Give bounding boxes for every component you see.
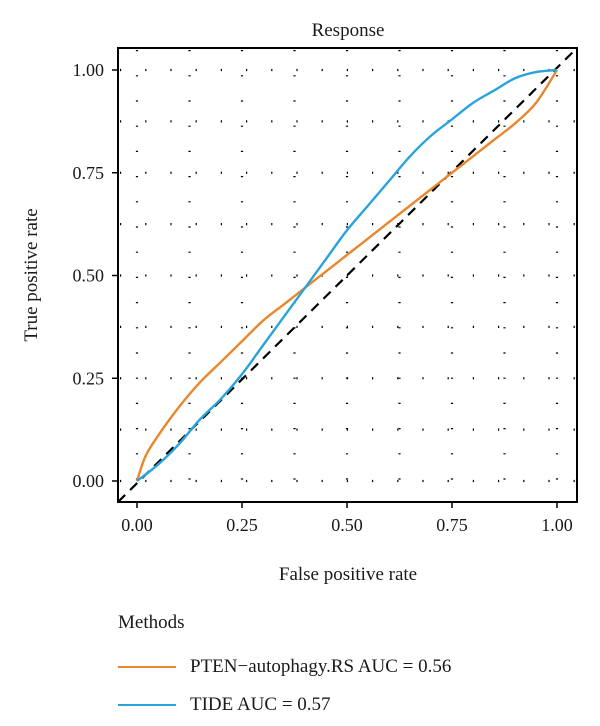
y-tick-label: 0.00 [73,471,105,491]
y-tick-label: 0.75 [73,163,105,183]
y-tick-label: 0.25 [73,368,105,388]
roc-chart: Response 0.00 0.25 0.50 0.75 1.00 0.000.250.… [21,20,578,585]
y-axis-label: True positive rate [21,208,42,341]
y-tick-label: 0.50 [73,266,105,286]
series-layer [135,68,559,482]
series-line-tide [136,68,558,482]
legend-swatch-tide [118,704,176,706]
x-tick-label: 0.00 [121,515,153,535]
plot-grid [120,50,575,500]
y-axis-ticks: 0.00 0.25 0.50 0.75 1.00 [73,60,118,491]
legend-title: Methods [118,612,185,633]
chart-title: Response [312,20,385,41]
x-tick-label: 0.50 [331,515,363,535]
x-axis-ticks: 0.00 0.25 0.50 0.75 1.00 [121,502,573,535]
legend-label-pten: PTEN−autophagy.RS AUC = 0.56 [190,656,452,677]
y-tick-label: 1.00 [73,60,105,80]
x-tick-label: 0.25 [226,515,258,535]
legend-label-tide: TIDE AUC = 0.57 [190,694,331,715]
x-tick-label: 0.75 [436,515,468,535]
legend-item-tide: TIDE AUC = 0.57 [118,686,451,724]
legend-item-pten: PTEN−autophagy.RS AUC = 0.56 [118,648,451,686]
x-axis-label: False positive rate [279,564,417,585]
x-tick-label: 1.00 [541,515,573,535]
series-line-pten-autophagy [135,69,559,482]
legend-swatch-pten [118,666,176,668]
legend: Methods PTEN−autophagy.RS AUC = 0.56 TID… [118,612,451,724]
